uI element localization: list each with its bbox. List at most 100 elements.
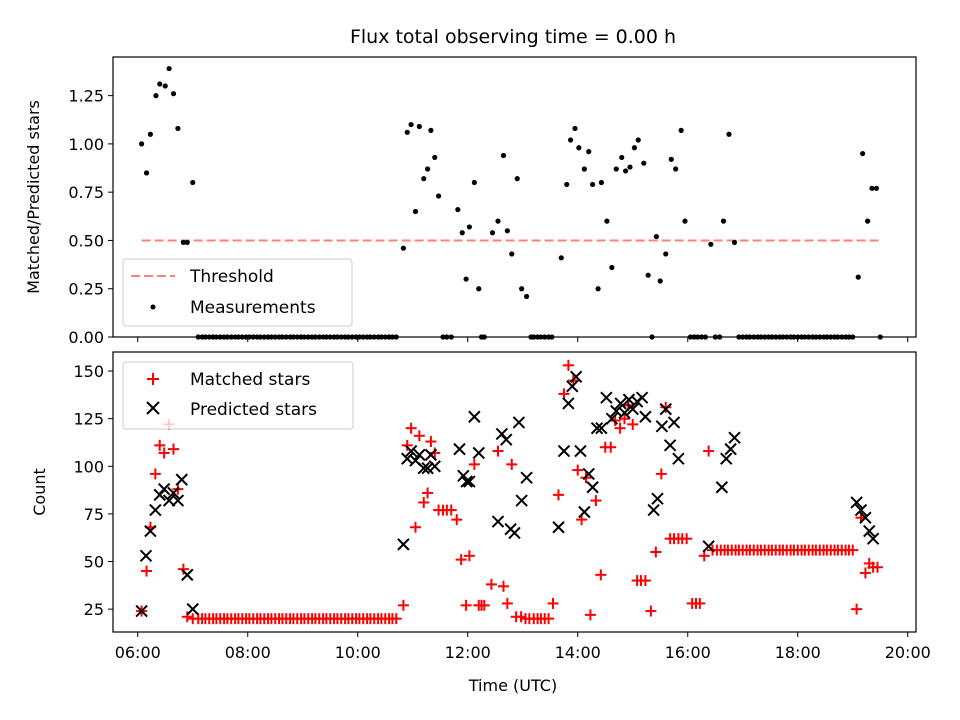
measurement-point — [524, 293, 530, 300]
matched-star-point — [425, 436, 437, 448]
y-tick-label: 1.25 — [68, 87, 104, 106]
predicted-star-point — [651, 492, 664, 505]
matched-star-point — [460, 599, 472, 611]
measurement-point — [613, 166, 619, 172]
matched-star-point — [660, 401, 672, 413]
measurement-point — [519, 286, 525, 292]
predicted-star-point — [590, 421, 604, 435]
matched-star-point — [468, 458, 480, 470]
measurement-point — [586, 149, 592, 155]
predicted-star-point — [702, 540, 715, 553]
measurement-point — [635, 137, 641, 143]
count-legend: Matched stars Predicted stars — [122, 361, 354, 430]
matched-star-point — [478, 599, 490, 611]
measurement-point — [489, 230, 496, 236]
count-plot: Count Time (UTC) 25 50 75 100 125 150 06:00 08… — [30, 351, 931, 695]
legend-predicted-label: Predicted stars — [190, 400, 317, 420]
predicted-star-points — [135, 370, 880, 618]
predicted-star-point — [417, 461, 430, 475]
measurement-point — [595, 286, 601, 292]
predicted-star-point — [647, 503, 660, 517]
predicted-star-point — [655, 420, 669, 433]
matched-star-point — [455, 554, 467, 566]
predicted-star-point — [453, 442, 466, 456]
matched-star-point — [584, 609, 596, 621]
matched-star-point — [181, 611, 193, 623]
matched-star-point — [149, 468, 161, 480]
y-tick-label: 50 — [84, 553, 104, 572]
predicted-star-point — [715, 481, 729, 494]
matched-star-point — [177, 563, 189, 575]
matched-star-point — [501, 597, 513, 609]
matched-star-point — [168, 443, 179, 455]
measurement-point — [471, 179, 477, 186]
matched-star-point — [158, 447, 170, 459]
measurement-point — [590, 181, 596, 188]
predicted-star-point — [582, 467, 595, 481]
matched-star-point — [553, 489, 564, 501]
matched-star-point — [405, 422, 417, 434]
predicted-star-point — [186, 602, 199, 616]
measurement-point — [708, 241, 714, 247]
matched-star-point — [410, 521, 421, 533]
matched-star-point — [445, 504, 457, 516]
predicted-star-point — [171, 494, 185, 507]
matched-star-point — [627, 418, 639, 430]
y-tick-label: 0.50 — [68, 231, 104, 250]
measurement-point — [572, 125, 578, 132]
predicted-star-point — [428, 460, 441, 473]
predicted-star-point — [491, 515, 505, 528]
measurement-point — [157, 81, 163, 87]
measurement-point — [564, 181, 570, 188]
predicted-star-point — [520, 471, 533, 484]
measurement-point — [558, 255, 564, 261]
measurement-point — [455, 206, 461, 213]
ratio-y-ticks: 0.00 0.25 0.50 0.75 1.00 1.25 — [68, 87, 113, 347]
measurement-point — [416, 123, 422, 130]
measurement-point — [865, 218, 871, 224]
y-tick-label: 0.75 — [68, 183, 104, 202]
measurement-point — [568, 137, 574, 143]
matched-star-point — [543, 613, 555, 625]
predicted-star-point — [139, 549, 153, 563]
legend-matched-swatch — [147, 373, 159, 385]
measurement-point — [860, 150, 866, 157]
count-y-ticks: 25 50 75 100 125 150 — [73, 362, 113, 619]
measurement-point — [153, 93, 159, 99]
measurement-point — [459, 230, 465, 236]
matched-star-point — [590, 495, 602, 507]
y-tick-label: 125 — [73, 410, 104, 429]
measurement-point — [432, 154, 438, 161]
measurement-point — [190, 179, 196, 186]
predicted-star-point — [515, 494, 528, 507]
legend-box — [122, 361, 354, 430]
y-tick-label: 1.00 — [68, 135, 104, 154]
matched-star-point — [451, 514, 463, 526]
x-tick-label: 10:00 — [335, 643, 381, 662]
x-tick-label: 20:00 — [885, 643, 931, 662]
measurement-point — [504, 228, 510, 234]
measurement-point — [855, 274, 861, 280]
matched-star-point — [605, 441, 617, 453]
measurement-point — [576, 145, 582, 151]
matched-star-point — [859, 567, 871, 579]
measurement-point — [463, 276, 469, 282]
measurement-point — [436, 193, 442, 199]
matched-star-point — [390, 613, 402, 625]
predicted-star-point — [460, 475, 473, 488]
measurement-point — [657, 278, 663, 284]
predicted-star-point — [157, 482, 171, 496]
predicted-star-point — [639, 410, 652, 423]
predicted-star-point — [424, 448, 438, 462]
predicted-star-point — [167, 486, 180, 500]
legend-threshold-label: Threshold — [189, 267, 274, 287]
matched-star-point — [154, 439, 166, 451]
measurement-point — [668, 156, 674, 162]
measurement-point — [495, 218, 501, 224]
matched-star-point — [698, 550, 710, 562]
matched-star-point — [851, 603, 863, 615]
matched-star-point — [655, 468, 667, 480]
predicted-star-point — [562, 397, 575, 410]
y-tick-label: 0.25 — [68, 280, 104, 299]
measurement-point — [184, 239, 190, 245]
